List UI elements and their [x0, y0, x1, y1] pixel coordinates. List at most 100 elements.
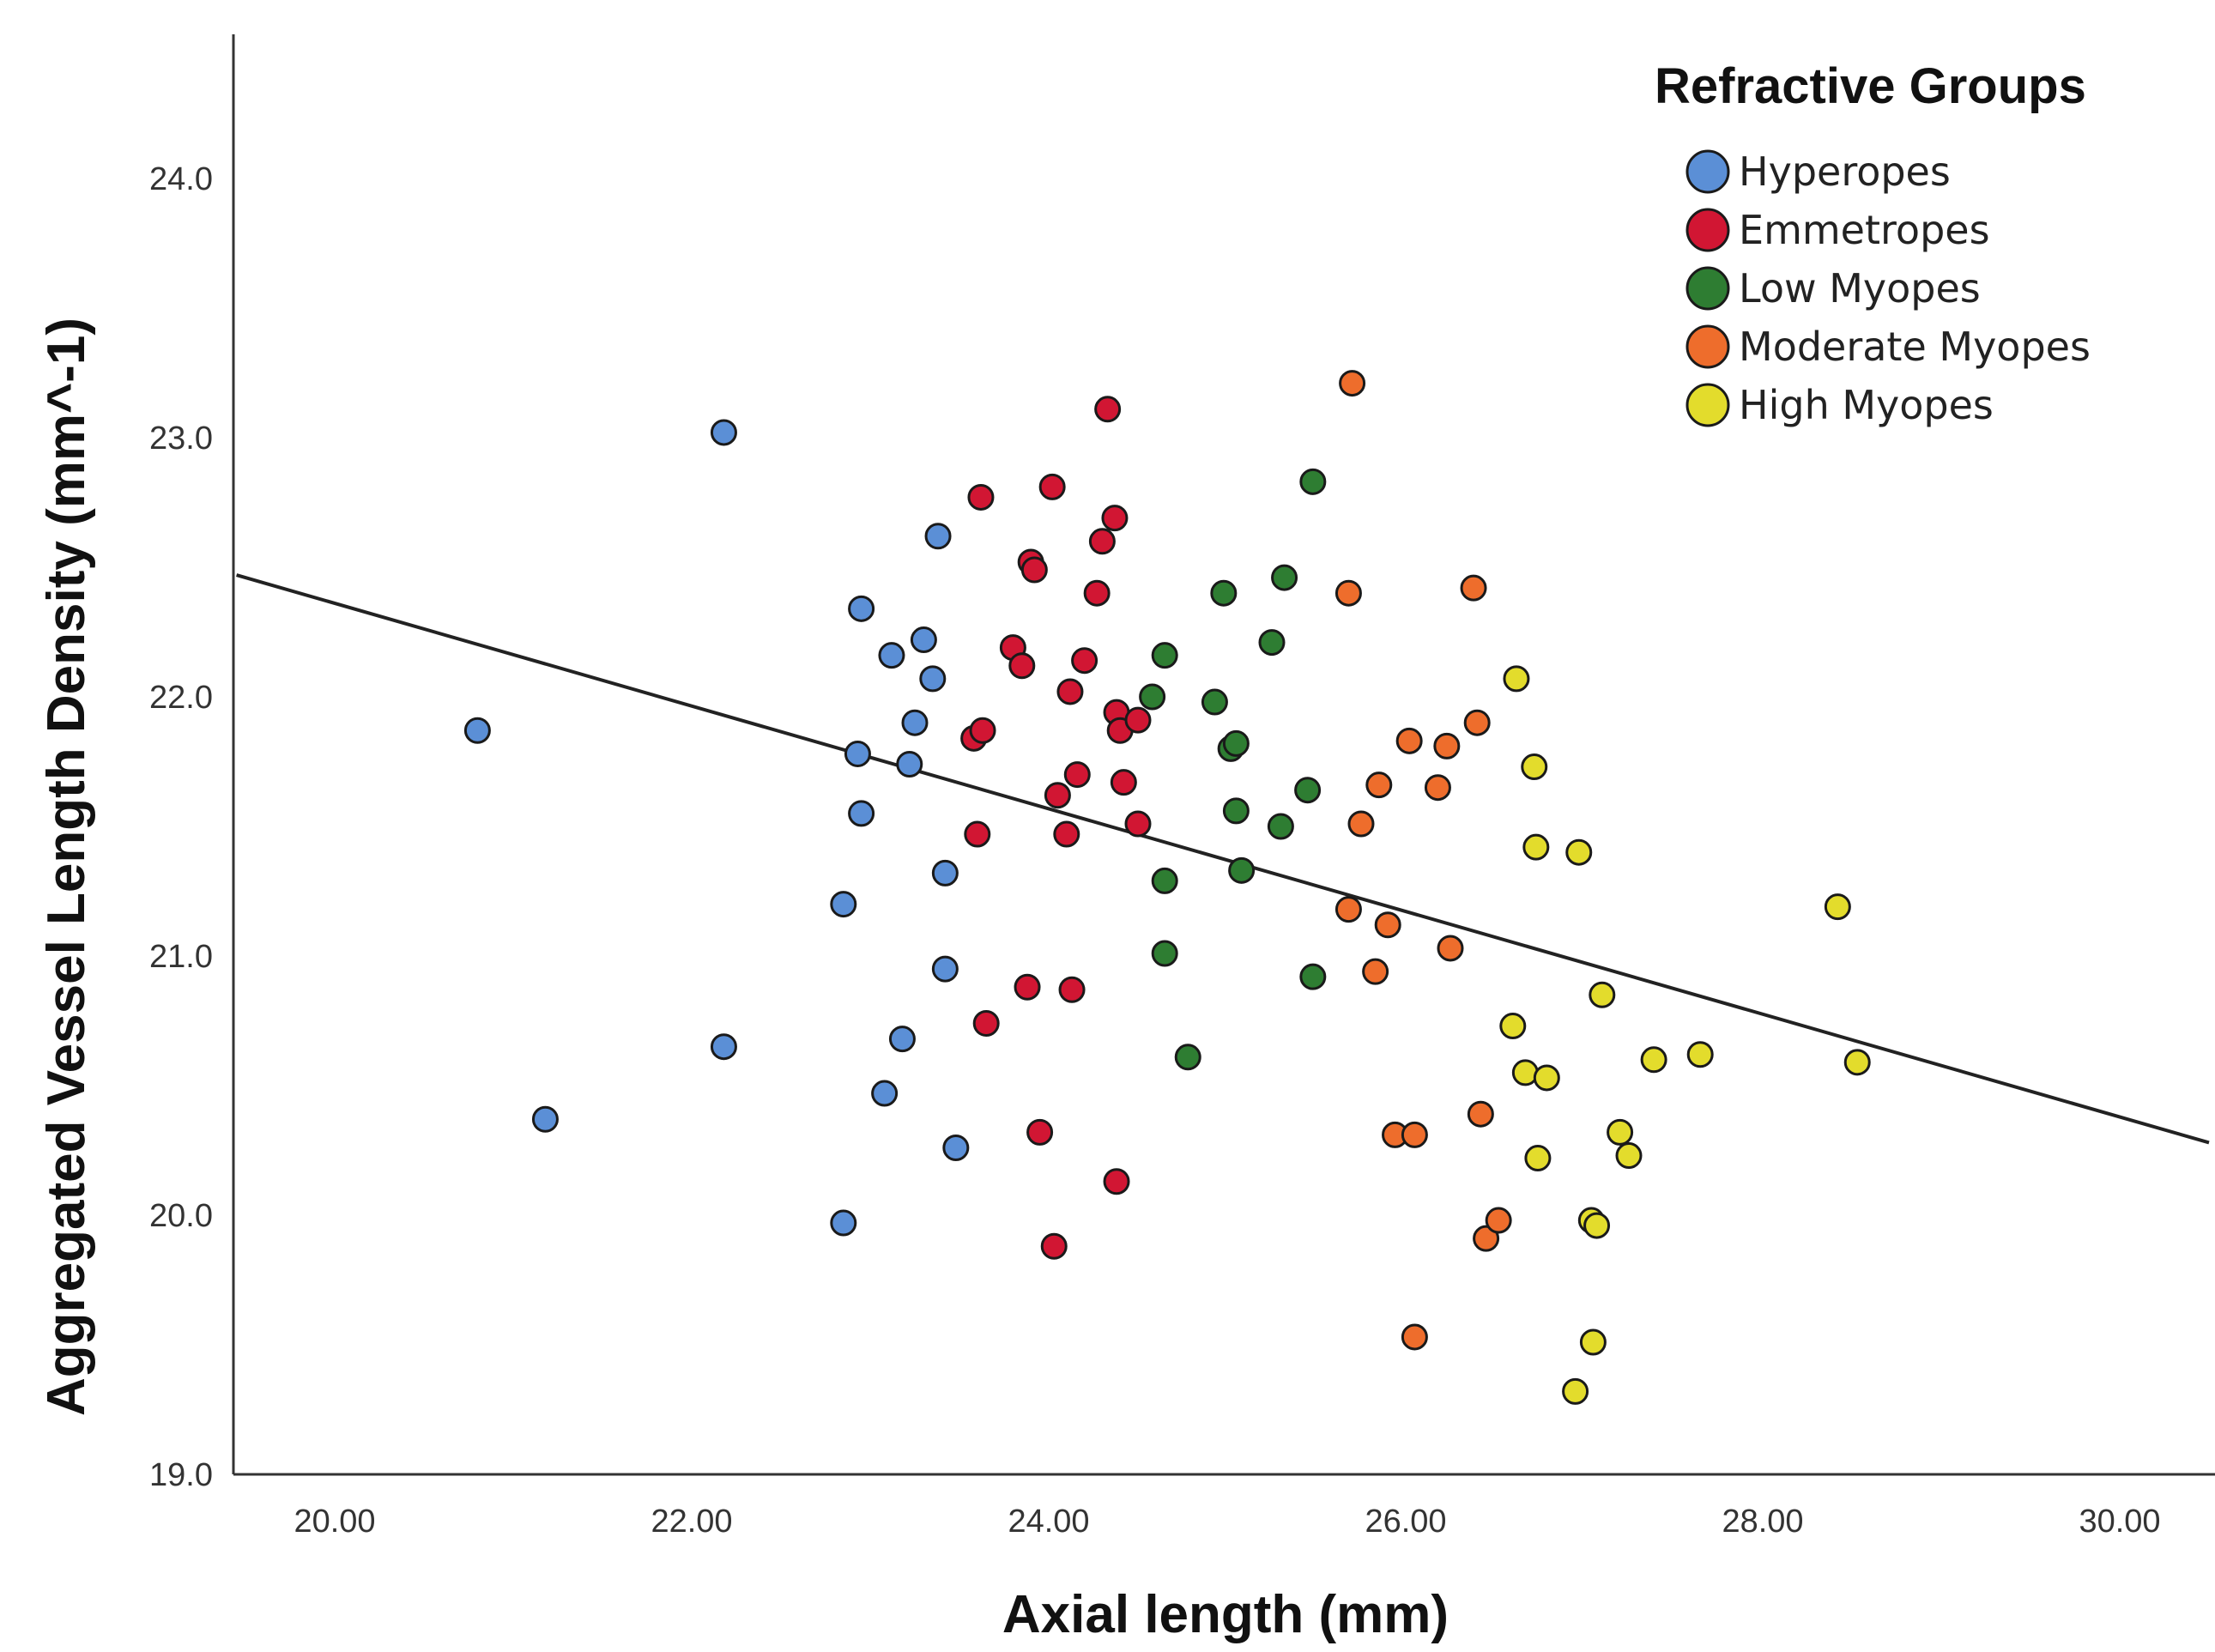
- legend-marker: [1685, 383, 1730, 427]
- data-point: [1401, 1121, 1428, 1148]
- data-point: [1294, 777, 1322, 804]
- legend-item: Hyperopes: [1685, 148, 1951, 195]
- legend-item: Moderate Myopes: [1685, 324, 2091, 370]
- fit-line: [236, 573, 2210, 1145]
- legend-label: Emmetropes: [1739, 207, 1990, 253]
- x-tick-labels: 20.00 22.00 24.00 26.00 28.00 30.00: [294, 1504, 2160, 1540]
- y-axis-title: Aggregated Vessel Length Density (mm^-1): [37, 318, 96, 1416]
- legend-label: Hyperopes: [1739, 148, 1951, 195]
- legend-marker: [1685, 208, 1730, 252]
- data-point: [1473, 1225, 1500, 1252]
- data-point: [1299, 468, 1327, 495]
- data-point: [1433, 732, 1461, 759]
- data-point: [1063, 761, 1091, 789]
- data-point: [1522, 833, 1550, 861]
- data-point: [1210, 579, 1238, 607]
- data-point: [1222, 729, 1250, 757]
- legend-item: Low Myopes: [1685, 265, 1981, 312]
- data-point: [931, 955, 959, 983]
- data-point: [1071, 647, 1098, 675]
- data-point: [1040, 1232, 1068, 1260]
- data-point: [1151, 642, 1178, 669]
- y-tick-labels: 19.0 20.0 21.0 22.0 23.0 24.0: [149, 161, 213, 1493]
- data-point: [901, 709, 929, 736]
- data-point: [1334, 579, 1362, 607]
- data-point: [1511, 1059, 1539, 1086]
- data-point: [1026, 1118, 1054, 1146]
- legend-label: High Myopes: [1739, 382, 1994, 428]
- legend-label: Low Myopes: [1739, 265, 1981, 312]
- data-point: [969, 717, 996, 744]
- legend-title: Refractive Groups: [1655, 58, 2086, 114]
- data-point: [924, 523, 952, 550]
- legend-marker: [1685, 149, 1730, 194]
- data-point: [1524, 1145, 1552, 1172]
- legend-label: Moderate Myopes: [1739, 324, 2091, 370]
- data-point: [888, 1026, 916, 1053]
- data-point: [1467, 1100, 1494, 1128]
- axes: [232, 34, 2215, 1476]
- data-point: [1014, 973, 1041, 1001]
- data-point: [1020, 556, 1048, 584]
- data-point: [1228, 856, 1256, 884]
- data-point: [830, 891, 857, 918]
- data-point: [1843, 1049, 1871, 1076]
- data-point: [1533, 1064, 1560, 1092]
- data-point: [972, 1010, 1000, 1038]
- data-point: [1503, 665, 1530, 693]
- data-point: [1058, 976, 1086, 1003]
- data-point: [1258, 629, 1286, 657]
- data-point: [1686, 1041, 1714, 1068]
- data-point: [931, 859, 959, 887]
- x-tick-label: 24.00: [1008, 1504, 1089, 1540]
- data-point: [1151, 940, 1178, 967]
- y-tick-label: 23.0: [149, 421, 213, 457]
- series-emmetropes: [960, 396, 1152, 1260]
- data-point: [1562, 1377, 1589, 1405]
- legend-marker: [1685, 324, 1730, 369]
- data-point: [919, 665, 947, 693]
- x-tick-label: 20.00: [294, 1504, 375, 1540]
- data-point: [531, 1105, 559, 1133]
- y-tick-label: 21.0: [149, 939, 213, 975]
- data-point: [1463, 709, 1491, 736]
- data-point: [844, 740, 871, 767]
- series-high-myopes: [1499, 665, 1871, 1405]
- data-point: [1579, 1328, 1607, 1356]
- data-point: [1565, 838, 1593, 866]
- y-tick-label: 20.0: [149, 1198, 213, 1234]
- y-tick-label: 24.0: [149, 161, 213, 197]
- legend-marker: [1685, 266, 1730, 311]
- data-point: [1008, 652, 1036, 680]
- data-point: [1460, 574, 1487, 602]
- data-point: [1499, 1013, 1527, 1040]
- data-point: [1362, 958, 1389, 985]
- data-point: [1053, 820, 1080, 848]
- data-point: [1395, 727, 1423, 754]
- data-point: [878, 642, 905, 669]
- data-point: [848, 595, 875, 622]
- data-point: [896, 751, 923, 778]
- data-point: [1151, 867, 1178, 894]
- legend-items: Hyperopes Emmetropes Low Myopes Moderate My…: [1685, 148, 2091, 428]
- data-point: [1424, 774, 1451, 802]
- y-tick-label: 22.0: [149, 680, 213, 716]
- data-point: [942, 1134, 970, 1161]
- data-point: [1110, 769, 1137, 796]
- data-point: [1374, 911, 1401, 939]
- data-point: [1437, 935, 1464, 962]
- data-point: [1583, 1212, 1611, 1239]
- data-point: [1174, 1044, 1201, 1071]
- data-point: [1139, 683, 1166, 711]
- series-hyperopes: [463, 419, 970, 1237]
- legend: Refractive Groups Hyperopes Emmetropes Low…: [1655, 58, 2091, 428]
- data-point: [1038, 473, 1066, 500]
- data-point: [1339, 370, 1366, 397]
- data-point: [871, 1080, 899, 1107]
- data-point: [1334, 896, 1362, 923]
- x-tick-label: 22.00: [651, 1504, 732, 1540]
- data-point: [1103, 1168, 1130, 1195]
- data-point: [1201, 688, 1228, 716]
- data-point: [1101, 505, 1129, 532]
